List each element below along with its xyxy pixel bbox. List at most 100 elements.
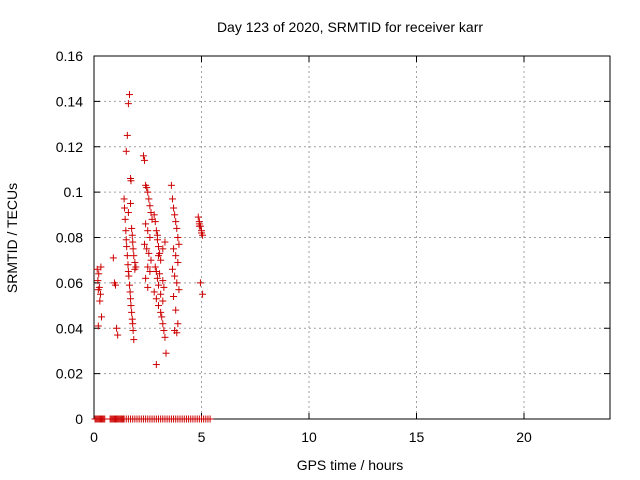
data-point — [159, 277, 167, 285]
data-point — [155, 281, 162, 289]
data-point — [143, 245, 151, 253]
x-tick-label: 15 — [409, 429, 425, 445]
y-tick-label: 0.1 — [64, 184, 84, 200]
chart-title: Day 123 of 2020, SRMTID for receiver kar… — [217, 19, 483, 35]
data-point — [158, 313, 166, 321]
data-point — [123, 131, 131, 139]
data-point — [142, 274, 150, 282]
plot-area — [93, 55, 611, 420]
data-point — [128, 224, 136, 232]
data-point — [161, 333, 169, 341]
x-tick-label: 20 — [516, 429, 532, 445]
y-tick-label: 0.02 — [56, 366, 83, 382]
data-point — [130, 336, 138, 344]
y-tick-label: 0.14 — [56, 93, 83, 109]
data-point — [157, 290, 165, 298]
data-point — [146, 202, 154, 210]
data-point — [146, 234, 154, 241]
data-point — [152, 295, 160, 303]
data-point — [121, 215, 129, 223]
data-point — [124, 261, 132, 269]
grid — [94, 56, 610, 419]
data-point — [167, 181, 175, 189]
data-point — [159, 297, 167, 305]
data-point — [160, 327, 168, 335]
data-point — [96, 297, 104, 305]
y-tick-label: 0.08 — [56, 230, 83, 246]
data-points — [91, 91, 214, 423]
data-point — [144, 263, 152, 271]
data-point — [168, 265, 176, 273]
data-point — [144, 188, 152, 196]
data-point — [173, 279, 181, 287]
data-point — [173, 329, 181, 337]
data-point — [155, 243, 162, 251]
data-point — [171, 211, 179, 219]
data-point — [147, 256, 155, 264]
data-point — [174, 320, 182, 328]
data-point — [145, 195, 153, 203]
data-point — [127, 177, 135, 185]
y-tick-label: 0.04 — [56, 320, 83, 336]
data-point — [168, 195, 176, 203]
data-point — [162, 349, 170, 357]
data-point — [152, 227, 160, 235]
data-point — [93, 265, 101, 273]
data-point — [151, 263, 159, 271]
data-point — [95, 270, 103, 278]
data-point — [157, 256, 165, 264]
data-point — [150, 211, 158, 219]
data-point — [121, 204, 129, 212]
data-point — [96, 290, 104, 298]
y-tick-label: 0.12 — [56, 139, 83, 155]
data-point — [97, 263, 105, 271]
y-axis-label: SRMTID / TECUs — [4, 183, 20, 293]
data-point — [127, 302, 135, 310]
data-point — [123, 243, 131, 251]
data-point — [142, 220, 150, 228]
data-point — [127, 199, 135, 207]
data-point — [171, 272, 179, 280]
data-point — [153, 231, 161, 239]
data-point — [151, 218, 159, 226]
y-tick-label: 0 — [75, 411, 83, 427]
data-point — [124, 209, 132, 217]
data-point — [170, 292, 178, 300]
data-point — [139, 152, 147, 160]
data-point — [174, 258, 182, 266]
data-point — [98, 313, 106, 321]
data-point — [172, 218, 180, 226]
data-point — [120, 195, 128, 203]
data-point — [155, 252, 162, 260]
data-point — [122, 227, 130, 235]
data-point — [141, 156, 149, 164]
data-point — [95, 283, 103, 291]
x-tick-label: 0 — [90, 429, 98, 445]
data-point — [114, 331, 122, 339]
data-point — [195, 220, 203, 228]
data-point — [129, 245, 137, 253]
x-tick-label: 10 — [301, 429, 317, 445]
data-point — [125, 272, 133, 280]
data-point — [175, 240, 183, 248]
data-point — [161, 238, 169, 246]
x-tick-label: 5 — [198, 429, 206, 445]
data-point — [175, 286, 183, 294]
data-point — [150, 288, 158, 296]
data-point — [144, 283, 152, 291]
data-point — [129, 238, 137, 246]
data-point — [155, 302, 162, 310]
axis-ticks: 0 0.02 0.04 0.06 0.08 0.1 0.12 0.14 0.16 0 5 10 15 20 — [56, 48, 610, 445]
data-point — [153, 274, 161, 282]
data-point — [122, 236, 130, 244]
data-point — [126, 288, 134, 296]
data-point — [132, 263, 140, 271]
data-point — [127, 295, 135, 303]
data-point — [146, 268, 154, 276]
data-point — [143, 184, 151, 192]
data-point — [125, 281, 133, 289]
data-point — [130, 252, 138, 260]
data-point — [206, 415, 214, 423]
data-point — [112, 281, 119, 289]
